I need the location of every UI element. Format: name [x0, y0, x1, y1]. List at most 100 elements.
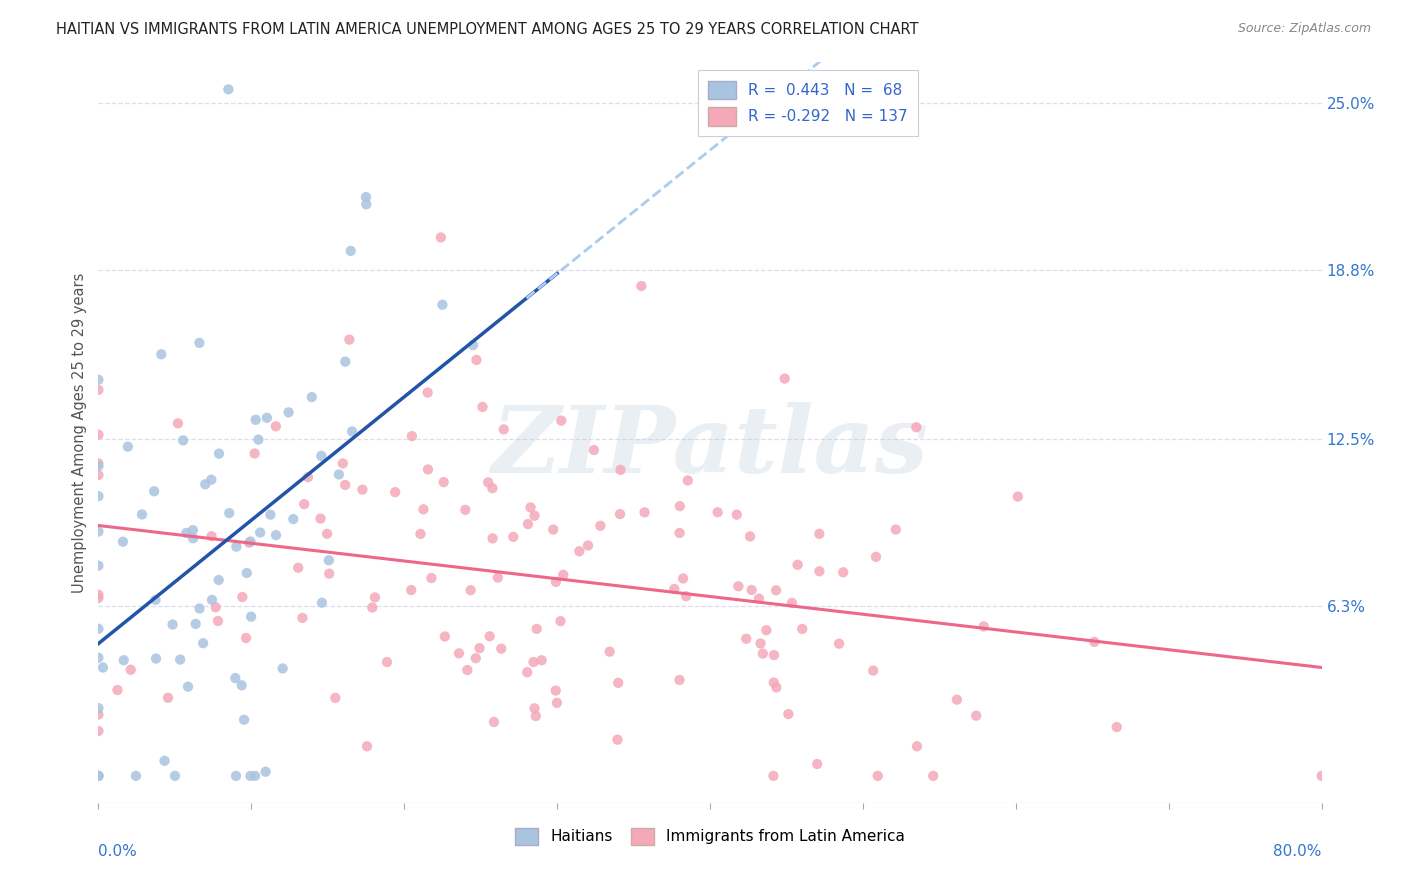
Point — [291, 611, 314, 625]
Point — [163, 769, 186, 783]
Point — [456, 663, 478, 677]
Point — [862, 664, 884, 678]
Point — [188, 601, 211, 615]
Point — [240, 609, 263, 624]
Point — [335, 354, 357, 368]
Point — [866, 769, 889, 783]
Point — [143, 484, 166, 499]
Point — [676, 474, 699, 488]
Point — [752, 647, 775, 661]
Point — [87, 622, 110, 636]
Point — [87, 558, 110, 573]
Point — [87, 524, 110, 539]
Point — [87, 769, 110, 783]
Point — [87, 724, 110, 739]
Point — [243, 446, 266, 460]
Point — [231, 590, 253, 604]
Point — [778, 707, 800, 722]
Point — [478, 629, 501, 643]
Point — [188, 335, 211, 350]
Point — [323, 690, 346, 705]
Point — [607, 676, 630, 690]
Point — [107, 683, 129, 698]
Point — [352, 483, 374, 497]
Point — [191, 636, 214, 650]
Point — [530, 653, 553, 667]
Point — [522, 655, 544, 669]
Text: HAITIAN VS IMMIGRANTS FROM LATIN AMERICA UNEMPLOYMENT AMONG AGES 25 TO 29 YEARS : HAITIAN VS IMMIGRANTS FROM LATIN AMERICA… — [56, 22, 918, 37]
Point — [162, 617, 184, 632]
Point — [725, 508, 748, 522]
Point — [384, 485, 406, 500]
Point — [806, 757, 828, 772]
Point — [420, 571, 443, 585]
Point — [200, 473, 222, 487]
Point — [87, 489, 110, 503]
Point — [884, 523, 907, 537]
Point — [207, 614, 229, 628]
Point — [669, 499, 692, 513]
Point — [741, 582, 763, 597]
Point — [471, 400, 494, 414]
Point — [125, 769, 148, 783]
Point — [832, 566, 855, 580]
Point — [589, 518, 612, 533]
Point — [354, 190, 377, 204]
Point — [780, 596, 803, 610]
Point — [87, 456, 110, 470]
Point — [1083, 635, 1105, 649]
Point — [541, 523, 564, 537]
Point — [491, 641, 513, 656]
Point — [91, 660, 114, 674]
Point — [87, 591, 110, 605]
Point — [87, 650, 110, 665]
Point — [735, 632, 758, 646]
Point — [763, 648, 786, 662]
Point — [808, 526, 831, 541]
Point — [337, 333, 360, 347]
Point — [204, 600, 226, 615]
Point — [254, 764, 277, 779]
Point — [1007, 490, 1029, 504]
Point — [668, 526, 690, 541]
Point — [111, 534, 134, 549]
Point — [544, 683, 567, 698]
Text: Source: ZipAtlas.com: Source: ZipAtlas.com — [1237, 22, 1371, 36]
Point — [765, 681, 787, 695]
Point — [335, 478, 357, 492]
Point — [748, 591, 770, 606]
Point — [973, 619, 995, 633]
Point — [433, 475, 456, 490]
Point — [174, 526, 197, 541]
Point — [576, 539, 599, 553]
Point — [309, 511, 332, 525]
Point — [755, 624, 778, 638]
Point — [492, 422, 515, 436]
Point — [145, 592, 167, 607]
Point — [792, 622, 814, 636]
Point — [87, 588, 110, 602]
Point — [447, 646, 470, 660]
Legend: Haitians, Immigrants from Latin America: Haitians, Immigrants from Latin America — [509, 822, 911, 851]
Point — [112, 653, 135, 667]
Point — [87, 769, 110, 783]
Point — [430, 230, 453, 244]
Point — [609, 507, 631, 521]
Text: ZIPatlas: ZIPatlas — [492, 402, 928, 492]
Point — [922, 769, 945, 783]
Point — [481, 481, 503, 495]
Point — [328, 467, 350, 482]
Point — [486, 571, 509, 585]
Point — [409, 527, 432, 541]
Point — [361, 600, 384, 615]
Point — [550, 414, 572, 428]
Point — [87, 468, 110, 483]
Point — [87, 373, 110, 387]
Point — [256, 410, 278, 425]
Point — [582, 443, 605, 458]
Point — [1310, 769, 1333, 783]
Point — [318, 566, 340, 581]
Point — [464, 651, 486, 665]
Point — [120, 663, 142, 677]
Point — [523, 701, 546, 715]
